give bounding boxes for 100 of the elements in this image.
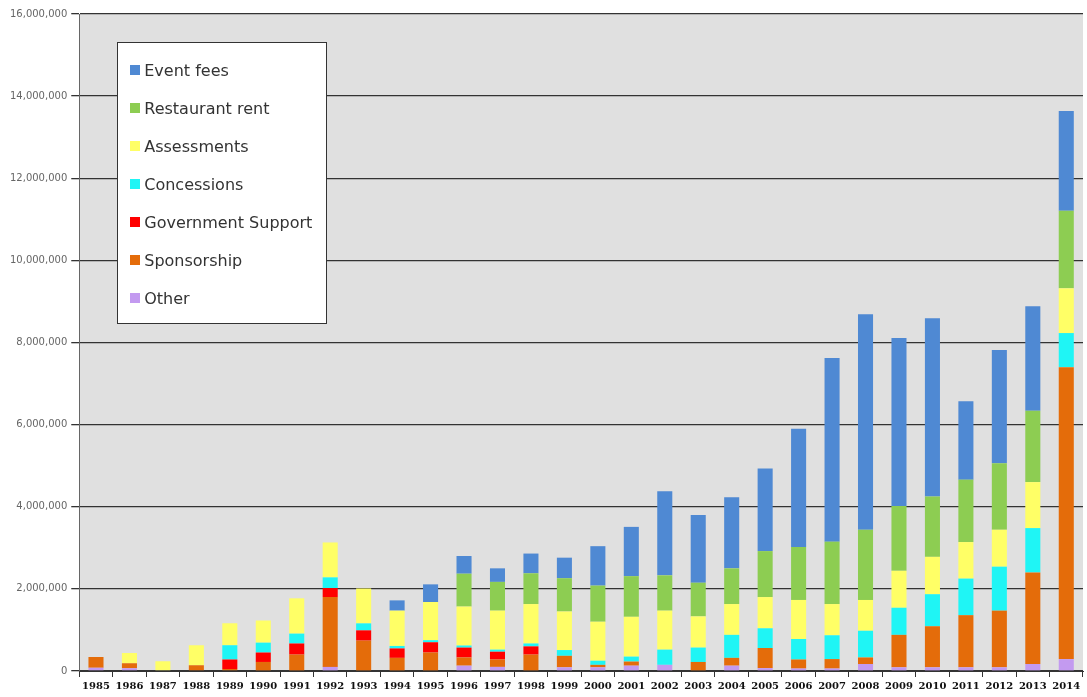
bar — [389, 600, 405, 611]
bar — [623, 661, 639, 666]
bar — [556, 557, 572, 579]
bar — [757, 628, 773, 649]
bar — [1025, 410, 1041, 483]
bar — [991, 463, 1007, 530]
x-tick-label: 1994 — [383, 679, 412, 691]
x-tick-label: 2011 — [951, 679, 980, 691]
bar — [1058, 110, 1074, 211]
x-tick-label: 1991 — [282, 679, 311, 691]
bar — [489, 610, 506, 650]
bar — [489, 659, 506, 667]
x-tick-label: 2005 — [751, 679, 780, 691]
bar — [1058, 659, 1074, 671]
bar — [356, 623, 372, 631]
bar — [757, 468, 773, 552]
x-tick-label: 1989 — [215, 679, 244, 691]
x-tick-label: 1990 — [249, 679, 278, 691]
bar — [891, 337, 907, 506]
bar — [88, 657, 104, 668]
bar — [924, 318, 940, 497]
bar — [423, 652, 439, 671]
bar — [824, 541, 840, 605]
bar — [991, 566, 1007, 611]
bar — [657, 575, 673, 611]
y-tick-label: 14,000,000 — [9, 89, 68, 101]
bar — [590, 546, 606, 586]
bar — [824, 659, 840, 669]
bar — [724, 657, 740, 666]
x-tick-label: 2001 — [617, 679, 646, 691]
bar — [757, 551, 773, 598]
bar — [657, 491, 673, 576]
bar — [657, 649, 673, 665]
bar — [556, 655, 572, 668]
bar — [791, 546, 807, 600]
legend-label: Government Support — [144, 212, 313, 232]
x-tick-label: 2012 — [985, 679, 1014, 691]
bar — [1025, 528, 1041, 573]
bar — [623, 616, 639, 657]
bar — [356, 640, 372, 671]
bar — [724, 634, 740, 658]
y-tick-label: 2,000,000 — [16, 582, 68, 594]
x-tick-label: 1985 — [82, 679, 110, 691]
bar — [924, 667, 940, 671]
bar — [289, 654, 305, 671]
x-tick-label: 1993 — [349, 679, 378, 691]
bar — [590, 585, 606, 622]
bar — [891, 667, 907, 671]
bar — [456, 556, 472, 574]
bar — [456, 573, 472, 607]
bar — [188, 665, 204, 671]
bar — [456, 647, 472, 658]
bar — [222, 645, 238, 660]
bar — [924, 626, 940, 668]
bar — [489, 651, 506, 660]
bar — [255, 642, 271, 653]
bar — [791, 659, 807, 669]
bar — [489, 568, 506, 582]
bar — [322, 542, 338, 578]
bar — [523, 654, 539, 671]
bar — [857, 630, 874, 658]
y-tick-label: 6,000,000 — [16, 418, 68, 430]
bar — [423, 584, 439, 603]
y-tick-label: 10,000,000 — [9, 253, 68, 265]
bar — [991, 529, 1007, 567]
bar — [958, 615, 974, 668]
bar — [456, 665, 472, 671]
bar — [155, 661, 171, 671]
bar — [958, 667, 974, 671]
bar — [1025, 306, 1041, 411]
x-tick-label: 1995 — [416, 679, 445, 691]
y-tick-label: 12,000,000 — [9, 171, 68, 183]
bar — [389, 648, 405, 658]
x-tick-label: 1986 — [115, 679, 144, 691]
x-tick-label: 2010 — [918, 679, 947, 691]
legend-label: Other — [144, 288, 190, 308]
x-tick-label: 1999 — [550, 679, 579, 691]
bar — [690, 514, 706, 583]
bar — [891, 607, 907, 635]
bar — [389, 657, 405, 671]
bar — [991, 610, 1007, 668]
bar — [824, 635, 840, 660]
bar — [1025, 664, 1041, 671]
bar — [556, 650, 572, 656]
y-tick-label: 0 — [60, 664, 68, 676]
legend-label: Sponsorship — [144, 250, 243, 270]
bar — [1058, 288, 1074, 334]
x-tick-label: 1998 — [517, 679, 545, 691]
bar — [891, 570, 907, 608]
bar — [423, 642, 439, 653]
bar — [255, 652, 271, 662]
bar — [958, 578, 974, 616]
bar — [121, 663, 137, 669]
bar — [590, 621, 606, 661]
bar — [824, 604, 840, 636]
bar — [523, 646, 539, 655]
bar — [657, 664, 673, 671]
bar — [1058, 367, 1074, 660]
bar — [489, 581, 506, 611]
bar — [590, 660, 606, 665]
